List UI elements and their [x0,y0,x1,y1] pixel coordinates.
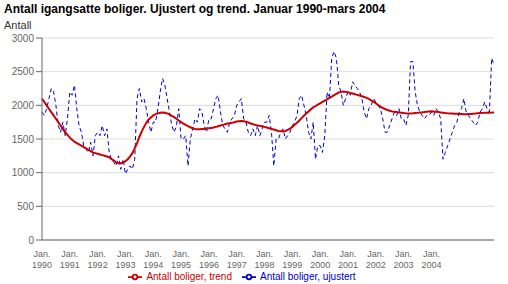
svg-text:2000: 2000 [12,100,35,111]
svg-text:Jan.1990: Jan.1990 [32,249,52,270]
svg-text:Jan.1998: Jan.1998 [255,249,275,270]
html-text:Antall boliger, ujustert: Antall boliger, ujustert [260,270,356,282]
svg-text:500: 500 [17,201,34,212]
svg-text:1500: 1500 [12,134,35,145]
svg-text:Jan.2001: Jan.2001 [338,249,358,270]
svg-text:Jan.1995: Jan.1995 [171,249,191,270]
svg-text:Jan.1999: Jan.1999 [282,249,302,270]
svg-text:0: 0 [28,235,34,246]
svg-text:Jan.1996: Jan.1996 [199,249,219,270]
svg-text:1000: 1000 [12,167,35,178]
html-text:Antall: Antall [4,19,32,31]
svg-text:Jan.1994: Jan.1994 [143,249,163,270]
svg-text:2500: 2500 [12,66,35,77]
svg-text:Jan.1991: Jan.1991 [60,249,80,270]
svg-text:Jan.2004: Jan.2004 [421,249,441,270]
svg-text:Jan.2003: Jan.2003 [394,249,414,270]
svg-text:Jan.2002: Jan.2002 [366,249,386,270]
svg-text:Jan.1997: Jan.1997 [227,249,247,270]
html-text:Antall igangsatte boliger. Uju: Antall igangsatte boliger. Ujustert og t… [4,2,386,16]
svg-text:Jan.1992: Jan.1992 [88,249,108,270]
svg-text:Jan.1993: Jan.1993 [115,249,135,270]
svg-text:Jan.2000: Jan.2000 [310,249,330,270]
svg-text:3000: 3000 [12,33,35,44]
html-text:Antall boliger, trend: Antall boliger, trend [146,270,232,282]
